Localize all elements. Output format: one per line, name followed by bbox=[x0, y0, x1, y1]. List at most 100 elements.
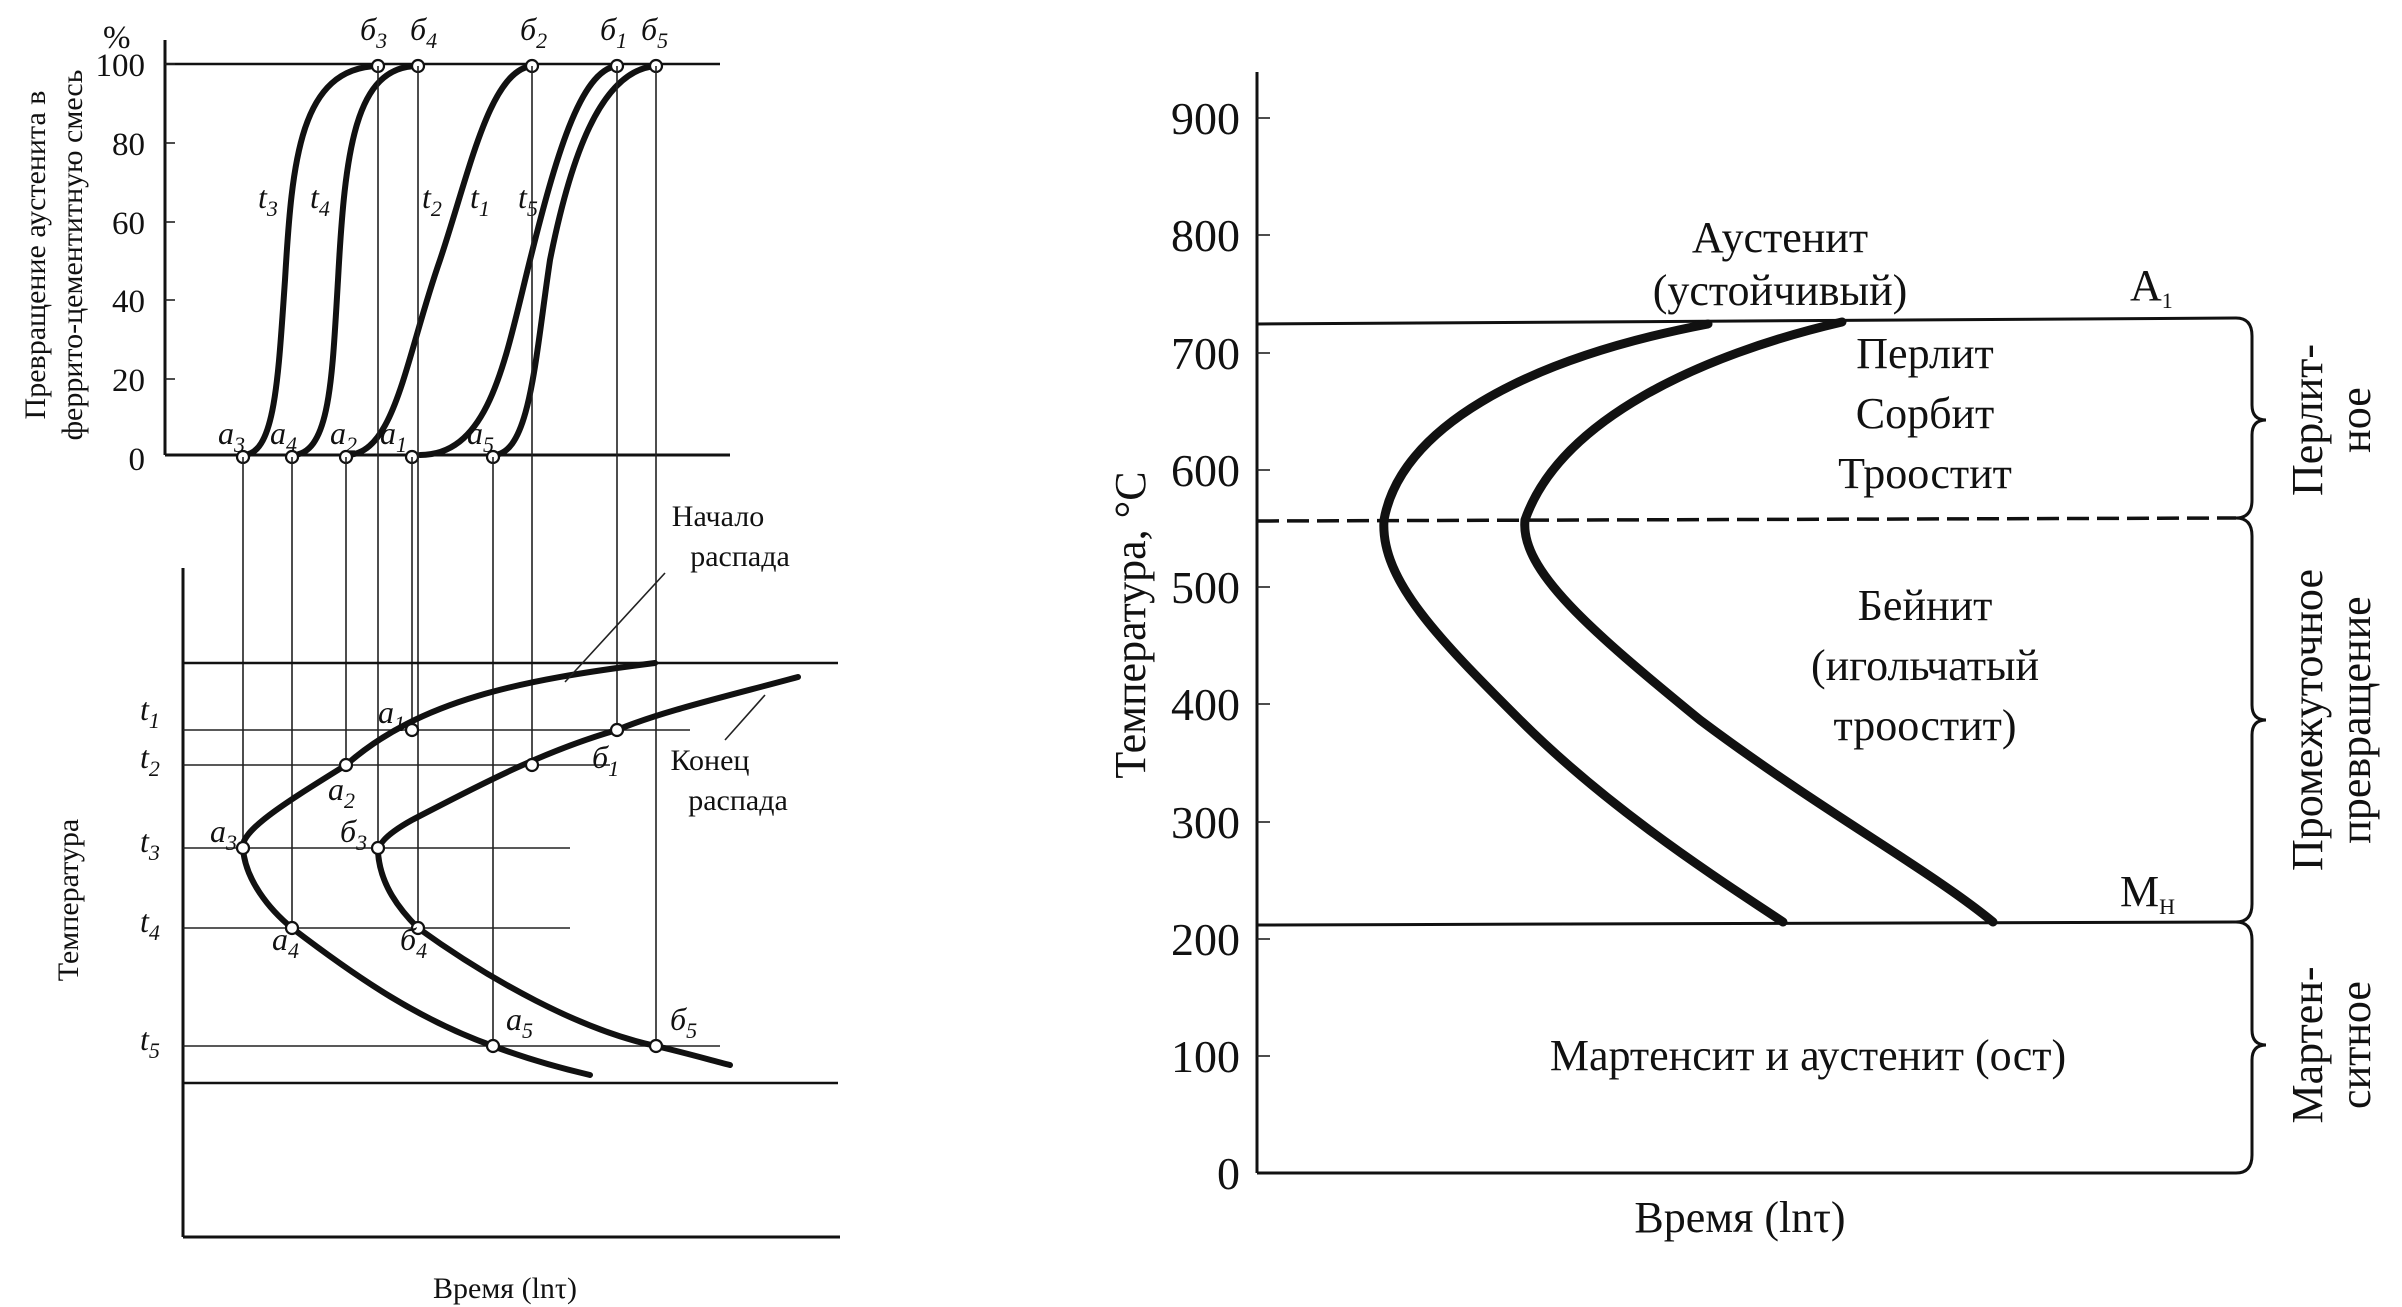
kinetics-y-ticks: 100 80 60 40 20 0 bbox=[96, 48, 175, 478]
y-tick-label: 20 bbox=[112, 363, 145, 399]
point-label-b2: б2 bbox=[520, 11, 547, 53]
end-of-transformation-curve bbox=[374, 674, 801, 1068]
label-a5: a5 bbox=[506, 1001, 533, 1043]
austenite-label-line1: Аустенит bbox=[1692, 213, 1868, 262]
bainite-boundary-dashed-line bbox=[1256, 516, 2237, 523]
point-a5 bbox=[485, 1038, 501, 1054]
kinetic-curve-t4 bbox=[289, 63, 421, 458]
point-label-b4: б4 bbox=[410, 11, 437, 53]
kinetic-curve-t5 bbox=[490, 63, 659, 458]
end-label-line1: Конец bbox=[671, 744, 750, 777]
kinetics-y-label-line2: феррито-цементитную смесь bbox=[56, 70, 89, 441]
point-a2 bbox=[338, 757, 354, 773]
curve-label-t1: t1 bbox=[470, 179, 490, 221]
start-label-line2: распада bbox=[690, 540, 790, 573]
y-tick-label: 400 bbox=[1171, 679, 1240, 730]
ttt-left-y-label: Температура bbox=[52, 819, 85, 981]
ttt-left-x-label: Время (lnτ) bbox=[433, 1272, 577, 1305]
ttt-y-label: Температура, °С bbox=[1106, 471, 1155, 778]
end-callout-line bbox=[724, 694, 766, 741]
a1-label: A1 bbox=[2130, 261, 2173, 313]
start-curve bbox=[1379, 319, 1788, 927]
level-label-t5: t5 bbox=[140, 1021, 160, 1063]
curve-label-t5: t5 bbox=[518, 179, 538, 221]
point-label-a3: a3 bbox=[218, 415, 245, 457]
ttt-x-label: Время (lnτ) bbox=[1634, 1193, 1845, 1242]
curve-label-t3: t3 bbox=[258, 179, 278, 221]
martensitic-zone-brace bbox=[2235, 920, 2267, 1175]
zone-label-pearlitic-line1: Перлит- bbox=[2283, 344, 2332, 496]
zone-label-martensitic-line2: ситное bbox=[2331, 981, 2380, 1109]
finish-curve bbox=[1520, 317, 1998, 927]
level-label-t2: t2 bbox=[140, 739, 160, 781]
level-label-t4: t4 bbox=[140, 903, 160, 945]
point-b2 bbox=[524, 757, 540, 773]
y-tick-label: 200 bbox=[1171, 914, 1240, 965]
point-b1 bbox=[609, 722, 625, 738]
kinetics-chart: % 100 80 60 40 20 0 Превращение аустенит… bbox=[19, 11, 730, 478]
zone-label-intermediate-line2: превращение bbox=[2331, 596, 2380, 843]
label-a4: a4 bbox=[272, 921, 299, 963]
y-tick-label: 60 bbox=[112, 206, 145, 242]
y-tick-label: 100 bbox=[96, 48, 146, 84]
pearlite-label: Перлит bbox=[1856, 329, 1993, 378]
start-of-transformation-curve bbox=[239, 660, 658, 1078]
pearlitic-zone-brace bbox=[2235, 316, 2267, 520]
level-label-t3: t3 bbox=[140, 823, 160, 865]
point-label-a2: a2 bbox=[330, 415, 357, 457]
y-tick-label: 0 bbox=[1217, 1148, 1240, 1199]
kinetic-curve-t2 bbox=[343, 63, 535, 458]
bainite-label-line2: (игольчатый bbox=[1811, 641, 2039, 690]
y-tick-label: 300 bbox=[1171, 797, 1240, 848]
start-label-line1: Начало bbox=[672, 500, 764, 533]
label-b4: б4 bbox=[400, 921, 427, 963]
y-tick-label: 900 bbox=[1171, 93, 1240, 144]
level-label-t1: t1 bbox=[140, 691, 160, 733]
label-a1: a1 bbox=[378, 694, 405, 736]
austenite-label-line2: (устойчивый) bbox=[1653, 266, 1908, 315]
point-a4 bbox=[284, 920, 300, 936]
intermediate-zone-brace bbox=[2235, 516, 2267, 924]
ttt-y-ticks: 900 800 700 600 500 400 300 200 100 0 bbox=[1171, 93, 1270, 1199]
projection-lines bbox=[242, 66, 657, 1046]
label-a3: a3 bbox=[210, 813, 237, 855]
zone-label-intermediate-line1: Промежуточное bbox=[2283, 569, 2332, 871]
y-tick-label: 0 bbox=[129, 442, 146, 478]
ttt-construction-chart: t1 t2 t3 t4 t5 a1 a2 a3 a4 a5 б1 б3 б4 б… bbox=[52, 500, 840, 1305]
label-b3: б3 bbox=[340, 813, 367, 855]
label-a2: a2 bbox=[328, 771, 355, 813]
kinetic-curve-t3 bbox=[240, 63, 381, 458]
ttt-main-diagram: 900 800 700 600 500 400 300 200 100 0 Ау… bbox=[1106, 72, 2380, 1242]
a1-line bbox=[1256, 316, 2237, 326]
kinetics-y-label-line1: Превращение аустенита в bbox=[19, 91, 52, 420]
sorbite-label: Сорбит bbox=[1856, 389, 1995, 438]
label-b5: б5 bbox=[670, 1001, 697, 1043]
y-tick-label: 600 bbox=[1171, 445, 1240, 496]
point-label-a5: a5 bbox=[467, 415, 494, 457]
point-a3 bbox=[235, 840, 251, 856]
y-tick-label: 500 bbox=[1171, 562, 1240, 613]
martensite-label: Мартенсит и аустенит (ост) bbox=[1550, 1031, 2066, 1080]
bainite-label-line3: троостит) bbox=[1833, 701, 2016, 750]
zone-label-pearlitic-line2: ное bbox=[2331, 387, 2380, 453]
label-b1: б1 bbox=[592, 739, 619, 781]
curve-label-t2: t2 bbox=[422, 179, 442, 221]
point-label-b3: б3 bbox=[360, 11, 387, 53]
point-b5 bbox=[648, 1038, 664, 1054]
y-tick-label: 80 bbox=[112, 127, 145, 163]
percent-unit: % bbox=[103, 20, 131, 56]
point-b3 bbox=[370, 840, 386, 856]
kinetic-curve-t1 bbox=[417, 63, 620, 458]
troostite-label: Троостит bbox=[1838, 449, 2012, 498]
y-tick-label: 700 bbox=[1171, 328, 1240, 379]
point-label-a4: a4 bbox=[270, 415, 297, 457]
point-b4 bbox=[410, 920, 426, 936]
point-label-b5: б5 bbox=[641, 11, 668, 53]
curve-label-t4: t4 bbox=[310, 179, 330, 221]
zone-label-martensitic-line1: Мартен- bbox=[2283, 966, 2332, 1123]
y-tick-label: 800 bbox=[1171, 210, 1240, 261]
y-tick-label: 100 bbox=[1171, 1031, 1240, 1082]
point-label-b1: б1 bbox=[600, 11, 627, 53]
point-a1 bbox=[404, 722, 420, 738]
